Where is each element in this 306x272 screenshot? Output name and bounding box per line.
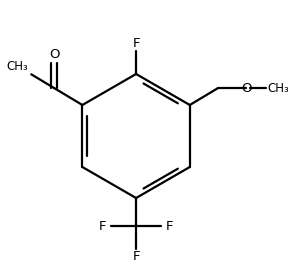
Text: O: O (49, 48, 59, 61)
Text: F: F (166, 220, 173, 233)
Text: F: F (132, 250, 140, 263)
Text: CH₃: CH₃ (267, 82, 289, 95)
Text: F: F (132, 37, 140, 50)
Text: CH₃: CH₃ (7, 60, 28, 73)
Text: F: F (99, 220, 106, 233)
Text: O: O (241, 82, 252, 95)
